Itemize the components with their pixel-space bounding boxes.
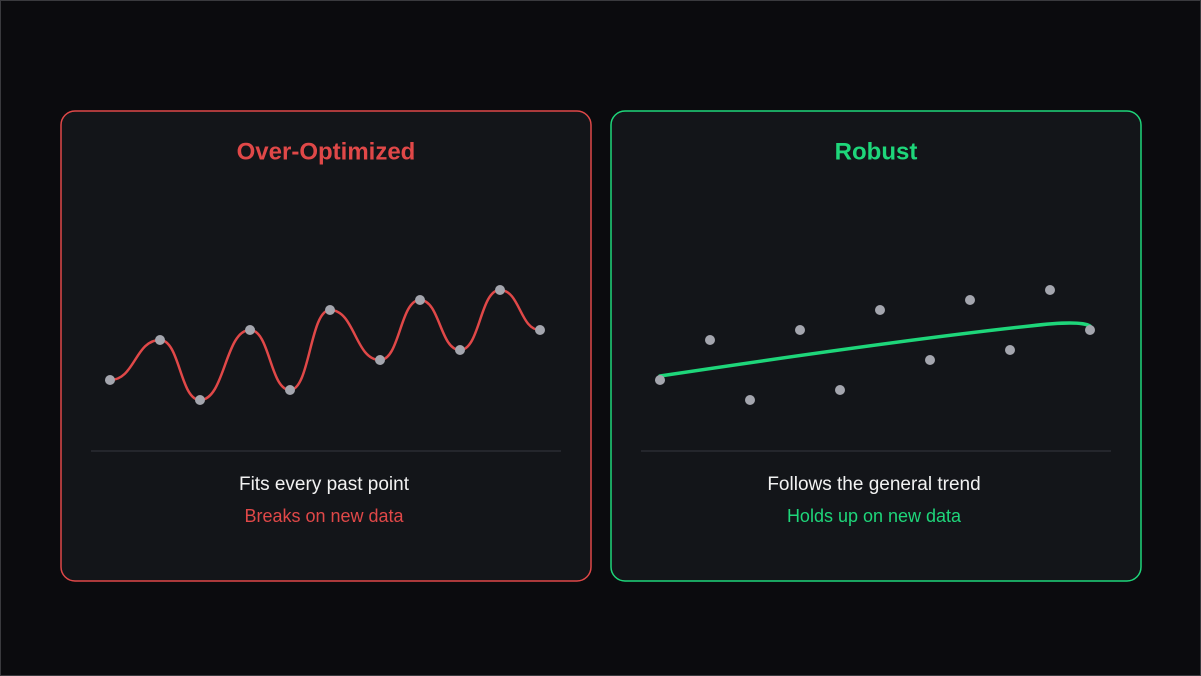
point (1085, 325, 1095, 335)
point (1005, 345, 1015, 355)
point (535, 325, 545, 335)
point (875, 305, 885, 315)
point (925, 355, 935, 365)
caption: Fits every past point (239, 474, 410, 495)
point (655, 375, 665, 385)
point (1045, 285, 1055, 295)
panel-frame (60, 110, 592, 582)
point (455, 345, 465, 355)
panel-robust: Robust Follows the general trend Holds u… (610, 110, 1142, 582)
point (285, 385, 295, 395)
point (245, 325, 255, 335)
point (965, 295, 975, 305)
sample-points (105, 285, 545, 405)
point (835, 385, 845, 395)
point (375, 355, 385, 365)
point (105, 375, 115, 385)
subcaption: Breaks on new data (244, 506, 404, 526)
sample-points (655, 285, 1095, 405)
panel-title: Over-Optimized (237, 138, 416, 165)
point (325, 305, 335, 315)
subcaption: Holds up on new data (787, 506, 962, 526)
panel-over-optimized: Over-Optimized Fits every past point Bre… (60, 110, 592, 582)
point (195, 395, 205, 405)
point (795, 325, 805, 335)
point (745, 395, 755, 405)
trend-line (658, 321, 1092, 378)
panel-title: Robust (835, 138, 918, 165)
caption: Follows the general trend (767, 474, 980, 495)
point (705, 335, 715, 345)
point (495, 285, 505, 295)
point (415, 295, 425, 305)
point (155, 335, 165, 345)
